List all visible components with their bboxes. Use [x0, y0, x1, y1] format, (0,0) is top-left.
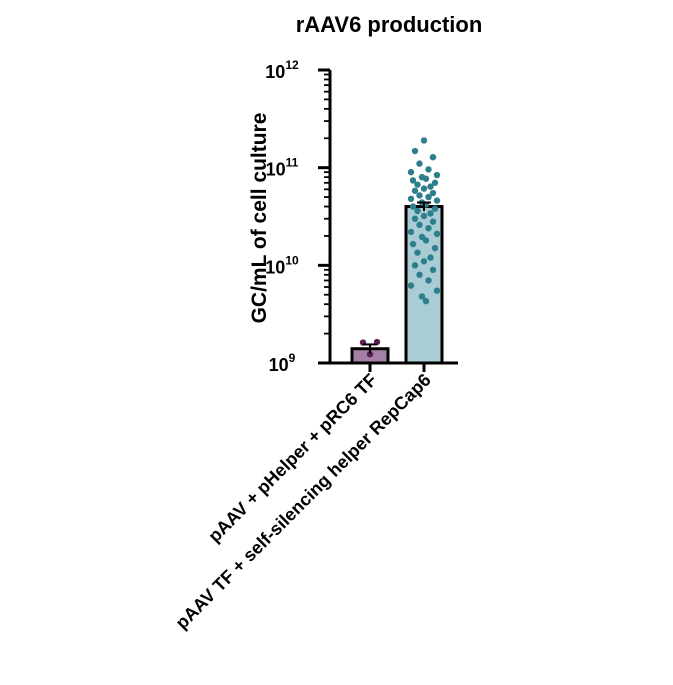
data-point: [409, 240, 417, 248]
data-point: [431, 179, 439, 186]
data-point: [409, 203, 417, 210]
data-point: [427, 254, 434, 261]
data-point: [425, 193, 432, 201]
data-point: [429, 189, 437, 197]
data-point: [416, 271, 423, 278]
data-point: [429, 153, 437, 161]
data-point: [422, 175, 430, 182]
data-point: [427, 210, 434, 217]
data-point: [422, 297, 430, 305]
data-point: [427, 183, 434, 190]
data-point: [425, 166, 432, 173]
data-point: [366, 351, 374, 358]
data-point: [429, 218, 437, 225]
data-point: [414, 249, 421, 256]
data-point: [420, 212, 428, 220]
data-point: [407, 282, 415, 289]
data-point: [431, 205, 439, 212]
data-point: [420, 137, 428, 144]
data-point: [420, 258, 428, 265]
data-point: [425, 277, 432, 284]
y-tick-labels: 109 1010 1011 1012: [265, 58, 299, 375]
y-tick-label: 1010: [265, 253, 299, 277]
data-point: [433, 287, 441, 294]
data-point: [411, 262, 419, 269]
data-point: [407, 195, 415, 202]
data-point: [416, 192, 423, 199]
data-point: [411, 147, 419, 155]
y-axis-label: GC/mL of cell culture: [248, 113, 271, 324]
data-point: [416, 160, 423, 167]
data-point: [422, 237, 430, 244]
data-point: [418, 293, 426, 300]
x-category-label: pAAV TF + self-silencing helper RepCap6: [172, 370, 435, 633]
data-point: [431, 244, 439, 252]
data-point: [411, 215, 419, 222]
data-point: [420, 185, 428, 192]
data-point: [429, 266, 437, 274]
data-point: [409, 177, 417, 184]
data-point: [433, 230, 441, 238]
data-point: [411, 187, 419, 194]
x-axis: [330, 361, 458, 372]
data-point: [414, 181, 421, 188]
data-point: [433, 171, 441, 179]
data-point: [425, 224, 432, 232]
error-bars: [363, 201, 431, 354]
y-tick-label: 1012: [265, 58, 299, 82]
data-point: [407, 228, 415, 236]
y-tick-label: 109: [269, 351, 296, 375]
y-axis: [318, 68, 332, 365]
data-points: [359, 137, 441, 358]
data-point: [414, 207, 421, 215]
data-point: [407, 168, 415, 176]
data-point: [433, 197, 441, 204]
y-tick-label: 1011: [266, 156, 299, 180]
data-point: [416, 221, 423, 229]
chart-title: rAAV6 production: [296, 12, 483, 37]
